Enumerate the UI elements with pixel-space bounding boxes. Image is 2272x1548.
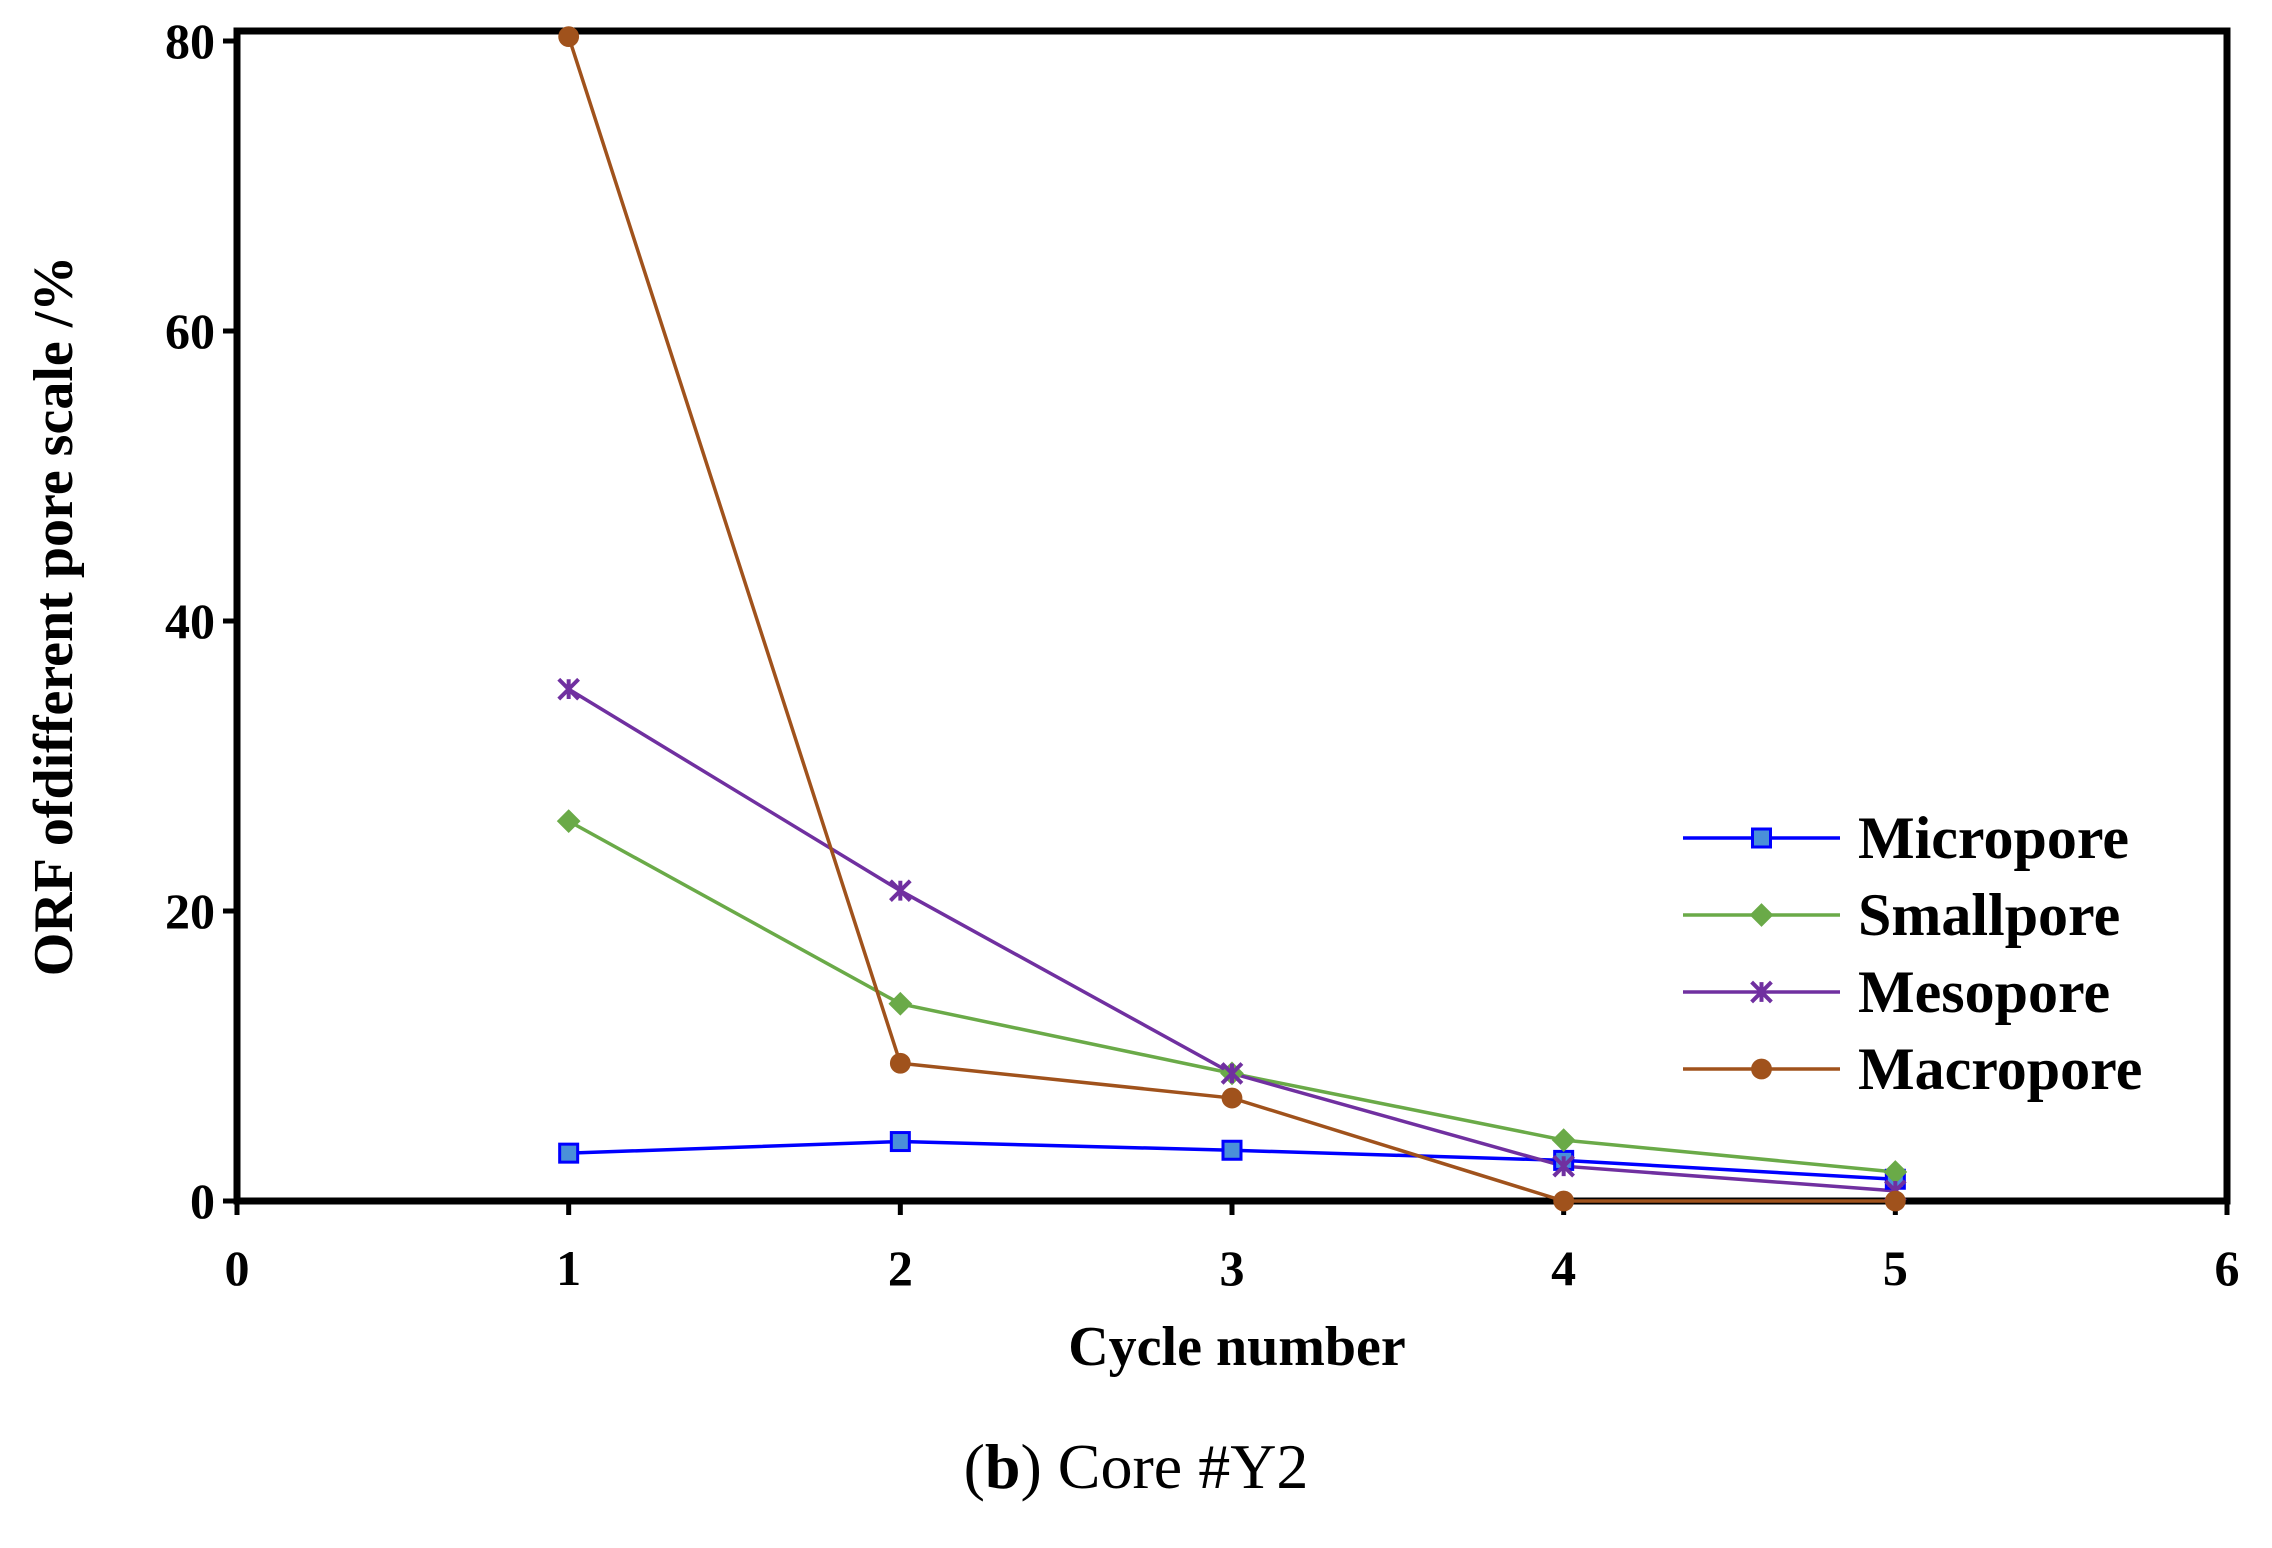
series-markers: [556, 26, 1908, 1212]
data-point-smallpore: [556, 809, 581, 833]
data-point-micropore: [558, 1142, 580, 1164]
y-axis-ticks: 0 20 40 60 80: [165, 13, 237, 1229]
data-point-mesopore: [557, 677, 580, 701]
caption-text: ) Core #Y2: [1020, 1431, 1309, 1502]
legend-marker-micropore: [1751, 827, 1772, 849]
data-point-smallpore: [1551, 1128, 1576, 1152]
legend-label-mesopore: Mesopore: [1858, 959, 2110, 1025]
y-tick-label: 0: [190, 1173, 215, 1229]
legend-label-micropore: Micropore: [1858, 805, 2129, 871]
data-point-mesopore: [1552, 1154, 1575, 1178]
x-tick-label: 1: [556, 1240, 581, 1296]
series-lines: [567, 36, 1896, 1203]
data-point-macropore: [1884, 1190, 1906, 1212]
caption-letter: b: [984, 1431, 1021, 1502]
caption-open-paren: (: [963, 1431, 985, 1502]
series-line-mesopore: [567, 687, 1896, 1193]
x-tick-label: 5: [1883, 1240, 1908, 1296]
y-tick-label: 60: [165, 303, 215, 359]
x-tick-label: 6: [2215, 1240, 2240, 1296]
x-tick-label: 4: [1551, 1240, 1576, 1296]
y-tick-label: 80: [165, 13, 215, 69]
legend-marker-smallpore: [1749, 903, 1774, 927]
y-axis-title: ORF ofdifferent pore scale /%: [23, 256, 85, 977]
data-point-mesopore: [889, 879, 912, 903]
data-point-smallpore: [888, 991, 913, 1016]
y-tick-label: 20: [165, 883, 215, 939]
x-axis-title: Cycle number: [1068, 1316, 1406, 1378]
data-point-macropore: [558, 26, 580, 48]
x-tick-label: 3: [1220, 1240, 1245, 1296]
y-tick-label: 40: [165, 593, 215, 649]
figure-caption: (b) Core #Y2: [0, 1430, 2272, 1504]
data-point-micropore: [1221, 1139, 1243, 1161]
legend-label-smallpore: Smallpore: [1858, 882, 2120, 948]
data-point-macropore: [1221, 1087, 1243, 1109]
legend-marker-macropore: [1751, 1058, 1772, 1080]
legend-label-macropore: Macropore: [1858, 1036, 2142, 1102]
legend: Micropore Smallpore Mesopore Macropore: [1683, 805, 2142, 1102]
legend-marker-mesopore: [1750, 980, 1773, 1004]
data-point-mesopore: [1220, 1062, 1244, 1085]
x-tick-label: 2: [888, 1240, 913, 1296]
data-point-macropore: [889, 1052, 911, 1074]
plot-area-frame: [233, 27, 2231, 1205]
series-line-smallpore: [567, 819, 1896, 1174]
x-axis-ticks: 0 1 2 3 4 5 6: [225, 1201, 2240, 1296]
x-tick-label: 0: [225, 1240, 250, 1296]
data-point-micropore: [889, 1131, 911, 1153]
series-line-macropore: [567, 36, 1896, 1203]
data-point-macropore: [1553, 1190, 1575, 1212]
